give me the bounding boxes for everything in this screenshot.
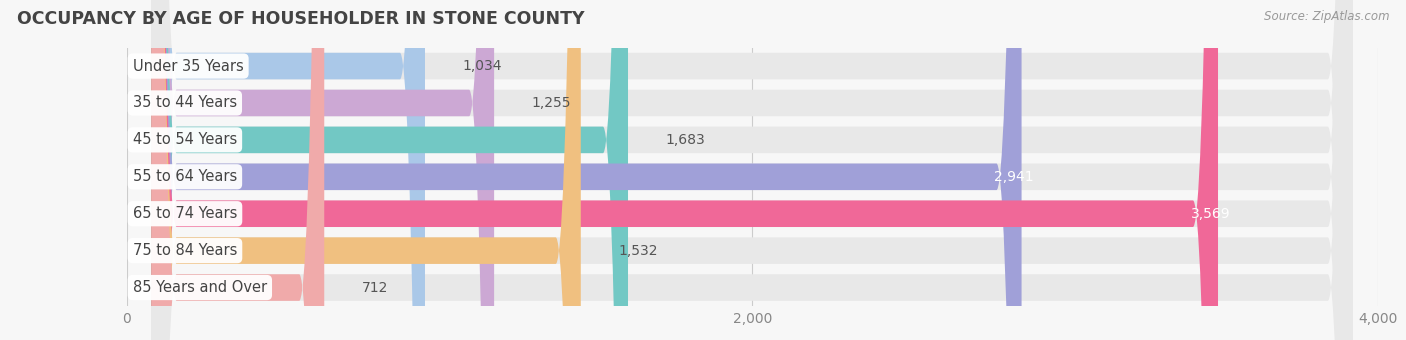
FancyBboxPatch shape [152,0,1353,340]
FancyBboxPatch shape [152,0,581,340]
Text: 85 Years and Over: 85 Years and Over [132,280,267,295]
Text: 1,034: 1,034 [463,59,502,73]
Text: 3,569: 3,569 [1191,207,1230,221]
FancyBboxPatch shape [152,0,1353,340]
FancyBboxPatch shape [152,0,628,340]
FancyBboxPatch shape [152,0,1022,340]
Text: 1,683: 1,683 [665,133,706,147]
Text: Under 35 Years: Under 35 Years [132,58,243,73]
FancyBboxPatch shape [152,0,1353,340]
Text: 1,532: 1,532 [619,244,658,258]
Text: 45 to 54 Years: 45 to 54 Years [132,132,238,147]
Text: 55 to 64 Years: 55 to 64 Years [132,169,238,184]
FancyBboxPatch shape [152,0,1353,340]
Text: 35 to 44 Years: 35 to 44 Years [132,96,238,110]
FancyBboxPatch shape [152,0,1353,340]
FancyBboxPatch shape [152,0,1218,340]
Text: 65 to 74 Years: 65 to 74 Years [132,206,238,221]
Text: 75 to 84 Years: 75 to 84 Years [132,243,238,258]
Text: 1,255: 1,255 [531,96,571,110]
FancyBboxPatch shape [152,0,1353,340]
FancyBboxPatch shape [152,0,494,340]
Text: OCCUPANCY BY AGE OF HOUSEHOLDER IN STONE COUNTY: OCCUPANCY BY AGE OF HOUSEHOLDER IN STONE… [17,10,585,28]
Text: 2,941: 2,941 [994,170,1033,184]
FancyBboxPatch shape [152,0,1353,340]
Text: 712: 712 [361,280,388,294]
FancyBboxPatch shape [152,0,425,340]
Text: Source: ZipAtlas.com: Source: ZipAtlas.com [1264,10,1389,23]
FancyBboxPatch shape [152,0,325,340]
